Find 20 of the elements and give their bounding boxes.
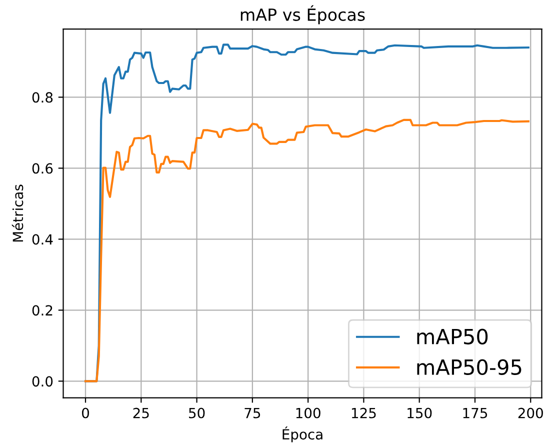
x-tick-label: 100 bbox=[296, 408, 320, 418]
x-axis-title: Época bbox=[282, 426, 322, 442]
x-tick-label: 50 bbox=[189, 408, 205, 418]
x-tick-label: 25 bbox=[133, 408, 149, 418]
y-tick-label: 0.8 bbox=[32, 92, 53, 103]
y-tick-label: 0.6 bbox=[32, 163, 53, 174]
x-tick-label: 150 bbox=[408, 408, 432, 418]
legend-label: mAP50-95 bbox=[417, 359, 522, 376]
x-tick-label: 200 bbox=[518, 408, 543, 418]
x-tick-label: 125 bbox=[352, 408, 376, 418]
x-tick-label: 175 bbox=[463, 408, 488, 418]
x-tick-label: 0 bbox=[82, 408, 89, 418]
line-series bbox=[84, 118, 530, 382]
y-tick-label: 0.4 bbox=[32, 234, 53, 245]
x-tick-label: 75 bbox=[244, 408, 260, 418]
y-tick-label: 0.0 bbox=[32, 376, 53, 387]
y-tick-label: 0.2 bbox=[32, 305, 52, 316]
y-axis-title: Métricas bbox=[12, 184, 24, 242]
legend-label: mAP50 bbox=[417, 328, 488, 344]
chart-title: mAP vs Épocas bbox=[240, 5, 365, 24]
